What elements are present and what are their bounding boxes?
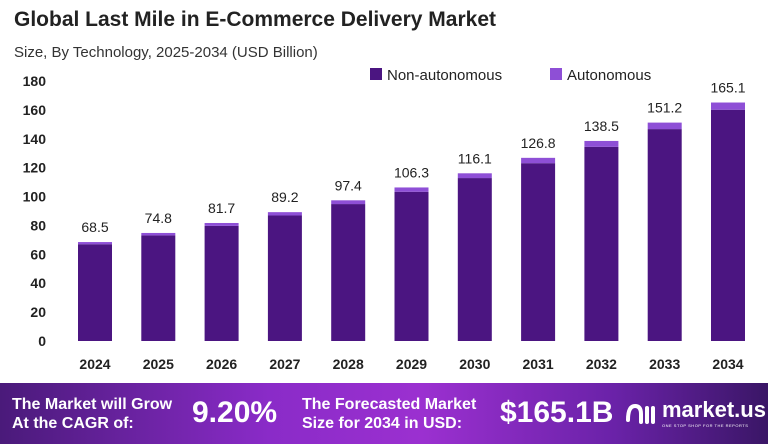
data-label: 89.2 xyxy=(271,189,298,205)
data-label: 81.7 xyxy=(208,200,235,216)
y-tick-label: 140 xyxy=(23,131,47,147)
y-tick-label: 160 xyxy=(23,102,47,118)
y-tick-label: 60 xyxy=(30,246,46,262)
bar-non-autonomous xyxy=(141,235,176,341)
y-tick-label: 20 xyxy=(30,304,46,320)
x-tick-label: 2027 xyxy=(269,356,300,372)
market-us-logo: market.us ONE STOP SHOP FOR THE REPORTS xyxy=(625,397,766,428)
bar-non-autonomous xyxy=(267,215,302,341)
y-tick-label: 0 xyxy=(38,333,46,349)
data-label: 97.4 xyxy=(335,177,362,193)
bar-non-autonomous xyxy=(457,178,492,341)
bar-autonomous xyxy=(647,122,682,130)
y-tick-label: 40 xyxy=(30,275,46,291)
y-tick-label: 100 xyxy=(23,189,47,205)
forecast-value: $165.1B xyxy=(500,396,614,429)
bar-autonomous xyxy=(521,157,556,164)
x-tick-label: 2024 xyxy=(79,356,110,372)
chart-subtitle: Size, By Technology, 2025-2034 (USD Bill… xyxy=(14,44,318,61)
bar-chart: 0 20 40 60 80 100 120 140 160 180 68.5 2024 74.8 2025… xyxy=(23,67,746,372)
data-label: 126.8 xyxy=(521,135,556,151)
data-label: 165.1 xyxy=(710,80,745,96)
x-tick-label: 2028 xyxy=(333,356,364,372)
forecast-label-line2: Size for 2034 in USD: xyxy=(302,415,463,432)
forecast-label-line1: The Forecasted Market xyxy=(302,396,477,413)
bar-non-autonomous xyxy=(584,146,619,341)
bar-non-autonomous xyxy=(647,129,682,341)
legend-label: Non-autonomous xyxy=(387,67,502,84)
summary-banner: The Market will Grow At the CAGR of: 9.20… xyxy=(0,383,768,444)
legend-swatch xyxy=(370,68,382,80)
bar-autonomous xyxy=(204,222,239,226)
logo-name: market.us xyxy=(662,397,766,422)
data-label: 68.5 xyxy=(81,219,108,235)
legend-label: Autonomous xyxy=(567,67,651,84)
y-tick-label: 120 xyxy=(23,160,47,176)
bar-autonomous xyxy=(267,212,302,216)
x-tick-label: 2033 xyxy=(649,356,680,372)
legend-swatch xyxy=(550,68,562,80)
x-tick-label: 2034 xyxy=(712,356,743,372)
x-tick-label: 2025 xyxy=(143,356,174,372)
bar-non-autonomous xyxy=(394,191,429,341)
bar-autonomous xyxy=(711,102,745,110)
data-label: 74.8 xyxy=(145,210,172,226)
bar-non-autonomous xyxy=(204,225,239,341)
y-tick-label: 180 xyxy=(23,73,47,89)
logo-tagline: ONE STOP SHOP FOR THE REPORTS xyxy=(662,423,749,428)
cagr-value: 9.20% xyxy=(192,396,278,429)
bar-autonomous xyxy=(584,140,619,147)
data-label: 138.5 xyxy=(584,118,619,134)
bar-autonomous xyxy=(141,232,176,236)
bar-non-autonomous xyxy=(711,109,745,341)
forecast-label: The Forecasted Market Size for 2034 in US… xyxy=(302,395,476,433)
logo-icon xyxy=(626,403,655,424)
data-label: 106.3 xyxy=(394,164,429,180)
bar-non-autonomous xyxy=(78,244,112,341)
bar-autonomous xyxy=(331,200,366,205)
data-label: 151.2 xyxy=(647,100,682,116)
bar-non-autonomous xyxy=(521,163,556,341)
bar-autonomous xyxy=(394,187,429,192)
bar-autonomous xyxy=(78,242,112,245)
bar-non-autonomous xyxy=(331,204,366,341)
cagr-label: The Market will Grow At the CAGR of: xyxy=(12,395,172,433)
chart-title: Global Last Mile in E-Commerce Delivery … xyxy=(14,8,496,31)
bar-autonomous xyxy=(457,173,492,179)
y-tick-label: 80 xyxy=(30,217,46,233)
x-tick-label: 2029 xyxy=(396,356,427,372)
x-tick-label: 2032 xyxy=(586,356,617,372)
x-tick-label: 2031 xyxy=(523,356,554,372)
data-label: 116.1 xyxy=(458,150,492,166)
x-tick-label: 2026 xyxy=(206,356,237,372)
cagr-label-line2: At the CAGR of: xyxy=(12,415,134,432)
cagr-label-line1: The Market will Grow xyxy=(12,396,173,413)
x-tick-label: 2030 xyxy=(459,356,490,372)
